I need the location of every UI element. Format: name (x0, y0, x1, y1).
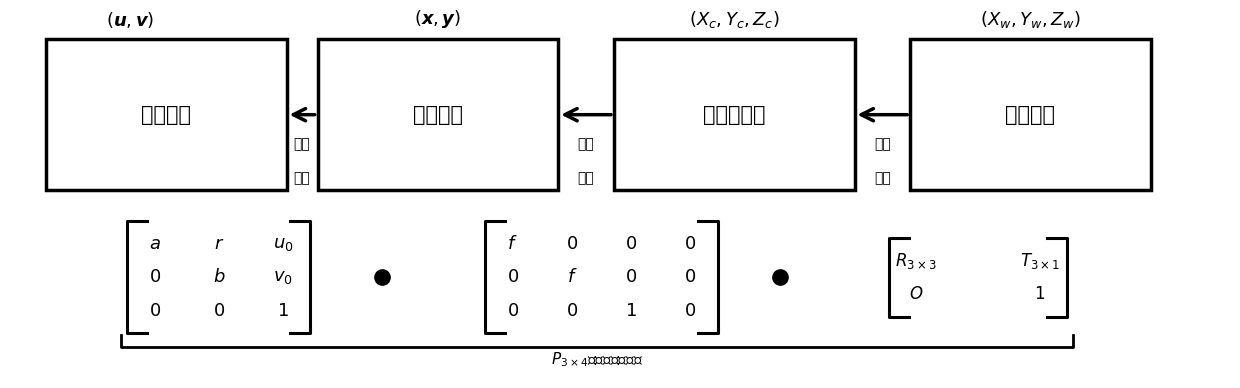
Text: 图像坐标: 图像坐标 (413, 105, 463, 125)
Text: $(\boldsymbol{X_w}, \boldsymbol{Y_w}, \boldsymbol{Z_w})$: $(\boldsymbol{X_w}, \boldsymbol{Y_w}, \b… (980, 9, 1081, 29)
Text: 摄像机坐标: 摄像机坐标 (703, 105, 765, 125)
Text: 二次: 二次 (294, 137, 310, 151)
Text: $T_{3\times1}$: $T_{3\times1}$ (1019, 251, 1060, 271)
Text: $1$: $1$ (625, 302, 637, 320)
Text: 变换: 变换 (874, 171, 890, 185)
Text: $b$: $b$ (212, 268, 226, 286)
Text: $0$: $0$ (684, 235, 697, 253)
Text: $0$: $0$ (149, 268, 161, 286)
Text: $(\boldsymbol{X_c}, \boldsymbol{Y_c}, \boldsymbol{Z_c})$: $(\boldsymbol{X_c}, \boldsymbol{Y_c}, \b… (688, 9, 780, 29)
Text: $P_{3\times4}$：透视投影矩阵: $P_{3\times4}$：透视投影矩阵 (552, 350, 644, 369)
Text: 转换: 转换 (294, 171, 310, 185)
Text: 透视: 透视 (578, 137, 594, 151)
Text: $r$: $r$ (213, 235, 224, 253)
Text: $a$: $a$ (149, 235, 160, 253)
Bar (317, 39, 558, 191)
Text: $1$: $1$ (1034, 285, 1045, 303)
Text: 投影: 投影 (578, 171, 594, 185)
Text: $0$: $0$ (149, 302, 161, 320)
Text: $0$: $0$ (684, 302, 697, 320)
Text: $0$: $0$ (507, 268, 518, 286)
Text: $0$: $0$ (625, 235, 637, 253)
Text: $R_{3\times3}$: $R_{3\times3}$ (895, 251, 937, 271)
Bar (614, 39, 854, 191)
Text: 像素坐标: 像素坐标 (141, 105, 191, 125)
Bar (46, 39, 286, 191)
Text: $0$: $0$ (684, 268, 697, 286)
Bar (910, 39, 1151, 191)
Text: $1$: $1$ (277, 302, 289, 320)
Text: $f$: $f$ (507, 235, 518, 253)
Text: $f$: $f$ (567, 268, 577, 286)
Text: $0$: $0$ (625, 268, 637, 286)
Text: 世界坐标: 世界坐标 (1006, 105, 1055, 125)
Text: $0$: $0$ (507, 302, 518, 320)
Text: $O$: $O$ (909, 285, 924, 303)
Text: $0$: $0$ (213, 302, 224, 320)
Text: $(\boldsymbol{x}, \boldsymbol{y})$: $(\boldsymbol{x}, \boldsymbol{y})$ (414, 7, 461, 29)
Text: $0$: $0$ (565, 235, 578, 253)
Text: 刚体: 刚体 (874, 137, 890, 151)
Text: $u_0$: $u_0$ (273, 235, 294, 253)
Text: $0$: $0$ (565, 302, 578, 320)
Text: $v_0$: $v_0$ (273, 268, 293, 286)
Text: $(\boldsymbol{u}, \boldsymbol{v})$: $(\boldsymbol{u}, \boldsymbol{v})$ (107, 10, 154, 29)
